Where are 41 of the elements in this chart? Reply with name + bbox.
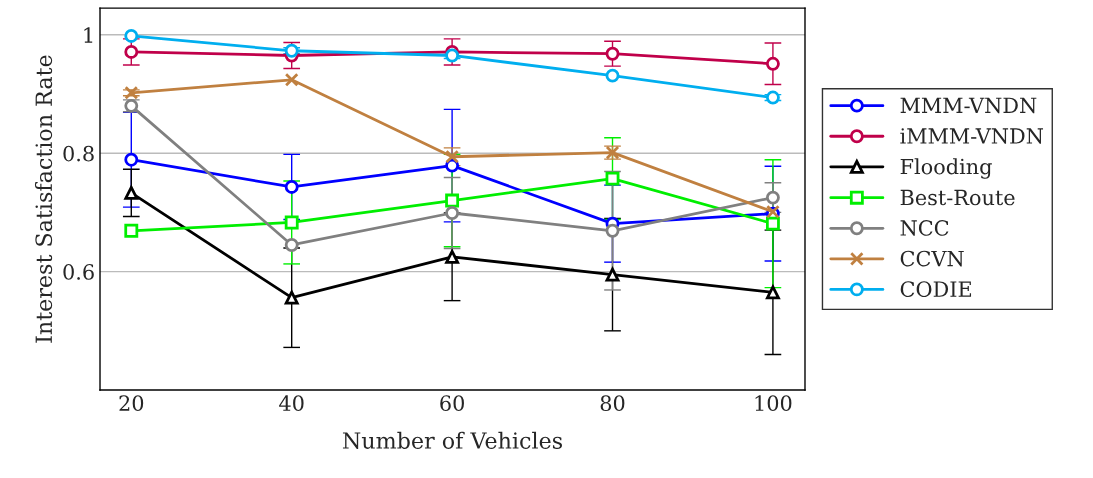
point	[605, 223, 620, 238]
point	[284, 238, 299, 252]
point	[124, 185, 139, 200]
x-tick-label: 20	[119, 395, 144, 412]
legend-label: Flooding	[900, 158, 992, 179]
legend-label: CODIE	[900, 281, 972, 298]
x-axis-title: Number of Vehicles	[342, 431, 562, 449]
point	[605, 68, 620, 83]
point	[284, 180, 299, 194]
point	[605, 46, 620, 61]
point	[445, 193, 460, 208]
point	[765, 190, 780, 205]
x-tick-label: 100	[755, 395, 792, 412]
point	[765, 56, 780, 71]
y-tick-label: 0.8	[63, 145, 94, 162]
point	[124, 45, 139, 59]
legend-label: Best-Route	[900, 189, 1015, 206]
legend-label: iMMM-VNDN	[900, 128, 1044, 144]
y-tick-label: 0.6	[63, 264, 94, 280]
x-tick-label: 40	[279, 395, 304, 412]
point	[765, 216, 780, 231]
point	[445, 249, 460, 264]
legend-label: NCC	[900, 220, 949, 236]
point	[765, 285, 780, 300]
point	[605, 171, 620, 186]
x-tick-label: 60	[440, 395, 464, 412]
point	[284, 215, 299, 230]
y-axis-title: Interest Satisfaction Rate	[34, 55, 53, 343]
point	[124, 152, 139, 167]
x-tick-label: 80	[600, 395, 625, 412]
legend-label: CCVN	[900, 250, 964, 267]
point	[605, 267, 620, 282]
y-tick-label: 1	[84, 27, 93, 43]
point	[124, 85, 139, 100]
point	[124, 29, 139, 43]
point	[445, 158, 460, 173]
point	[124, 223, 139, 238]
point	[284, 290, 299, 305]
legend-label: MMM-VNDN	[900, 97, 1037, 114]
point	[445, 206, 460, 220]
point	[284, 72, 299, 87]
